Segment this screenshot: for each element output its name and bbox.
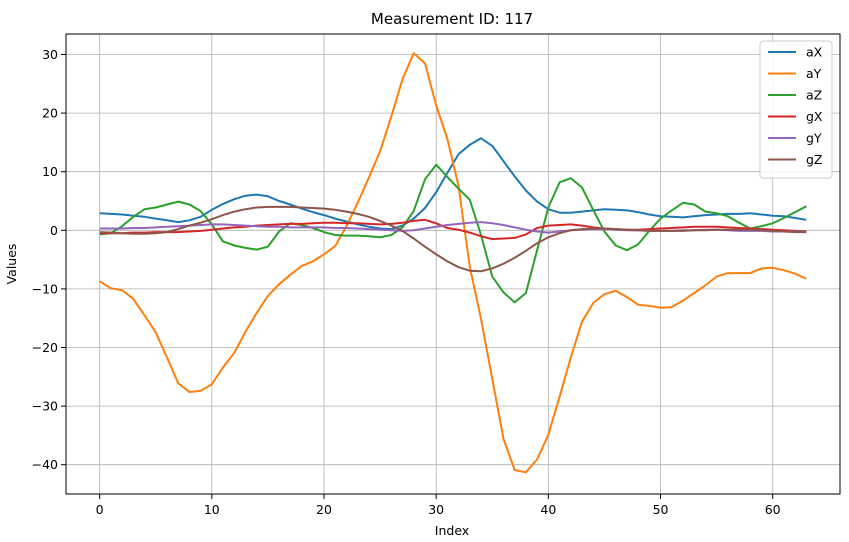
y-tick-label: −20 <box>32 340 58 355</box>
series-lines <box>99 52 807 474</box>
legend: aX aY aZ gX gY gZ <box>759 40 833 179</box>
y-tick-label: 20 <box>42 106 58 121</box>
y-tick-label: 30 <box>42 47 58 62</box>
series-line-ay <box>99 52 807 474</box>
y-tick-label: 10 <box>42 164 58 179</box>
series-line-az <box>99 163 807 304</box>
x-tick-label: 60 <box>765 502 781 517</box>
x-tick-label: 50 <box>653 502 669 517</box>
legend-label: aX <box>806 45 823 60</box>
y-tick-label: −40 <box>32 457 58 472</box>
x-tick-label: 40 <box>540 502 556 517</box>
plot-frame <box>65 33 841 495</box>
legend-label: gY <box>806 131 822 146</box>
y-tick-label: −30 <box>32 399 58 414</box>
chart-title: Measurement ID: 117 <box>371 10 533 28</box>
x-axis-ticks: 0 10 20 30 40 50 60 <box>96 494 781 517</box>
legend-label: aY <box>806 66 822 81</box>
y-axis-ticks: −40 −30 −20 −10 0 10 20 30 <box>32 47 66 472</box>
series-line-gx <box>99 218 807 241</box>
x-tick-label: 0 <box>96 502 104 517</box>
legend-box <box>759 40 833 179</box>
x-tick-label: 30 <box>428 502 444 517</box>
y-tick-label: 0 <box>50 223 58 238</box>
x-tick-label: 20 <box>316 502 332 517</box>
x-tick-label: 10 <box>204 502 220 517</box>
x-axis-label: Index <box>435 523 469 538</box>
y-tick-label: −10 <box>32 281 58 296</box>
legend-label: gZ <box>806 152 823 167</box>
series-line-gz <box>99 205 807 273</box>
legend-label: gX <box>806 109 823 124</box>
y-axis-label: Values <box>4 244 19 285</box>
legend-label: aZ <box>806 88 822 103</box>
